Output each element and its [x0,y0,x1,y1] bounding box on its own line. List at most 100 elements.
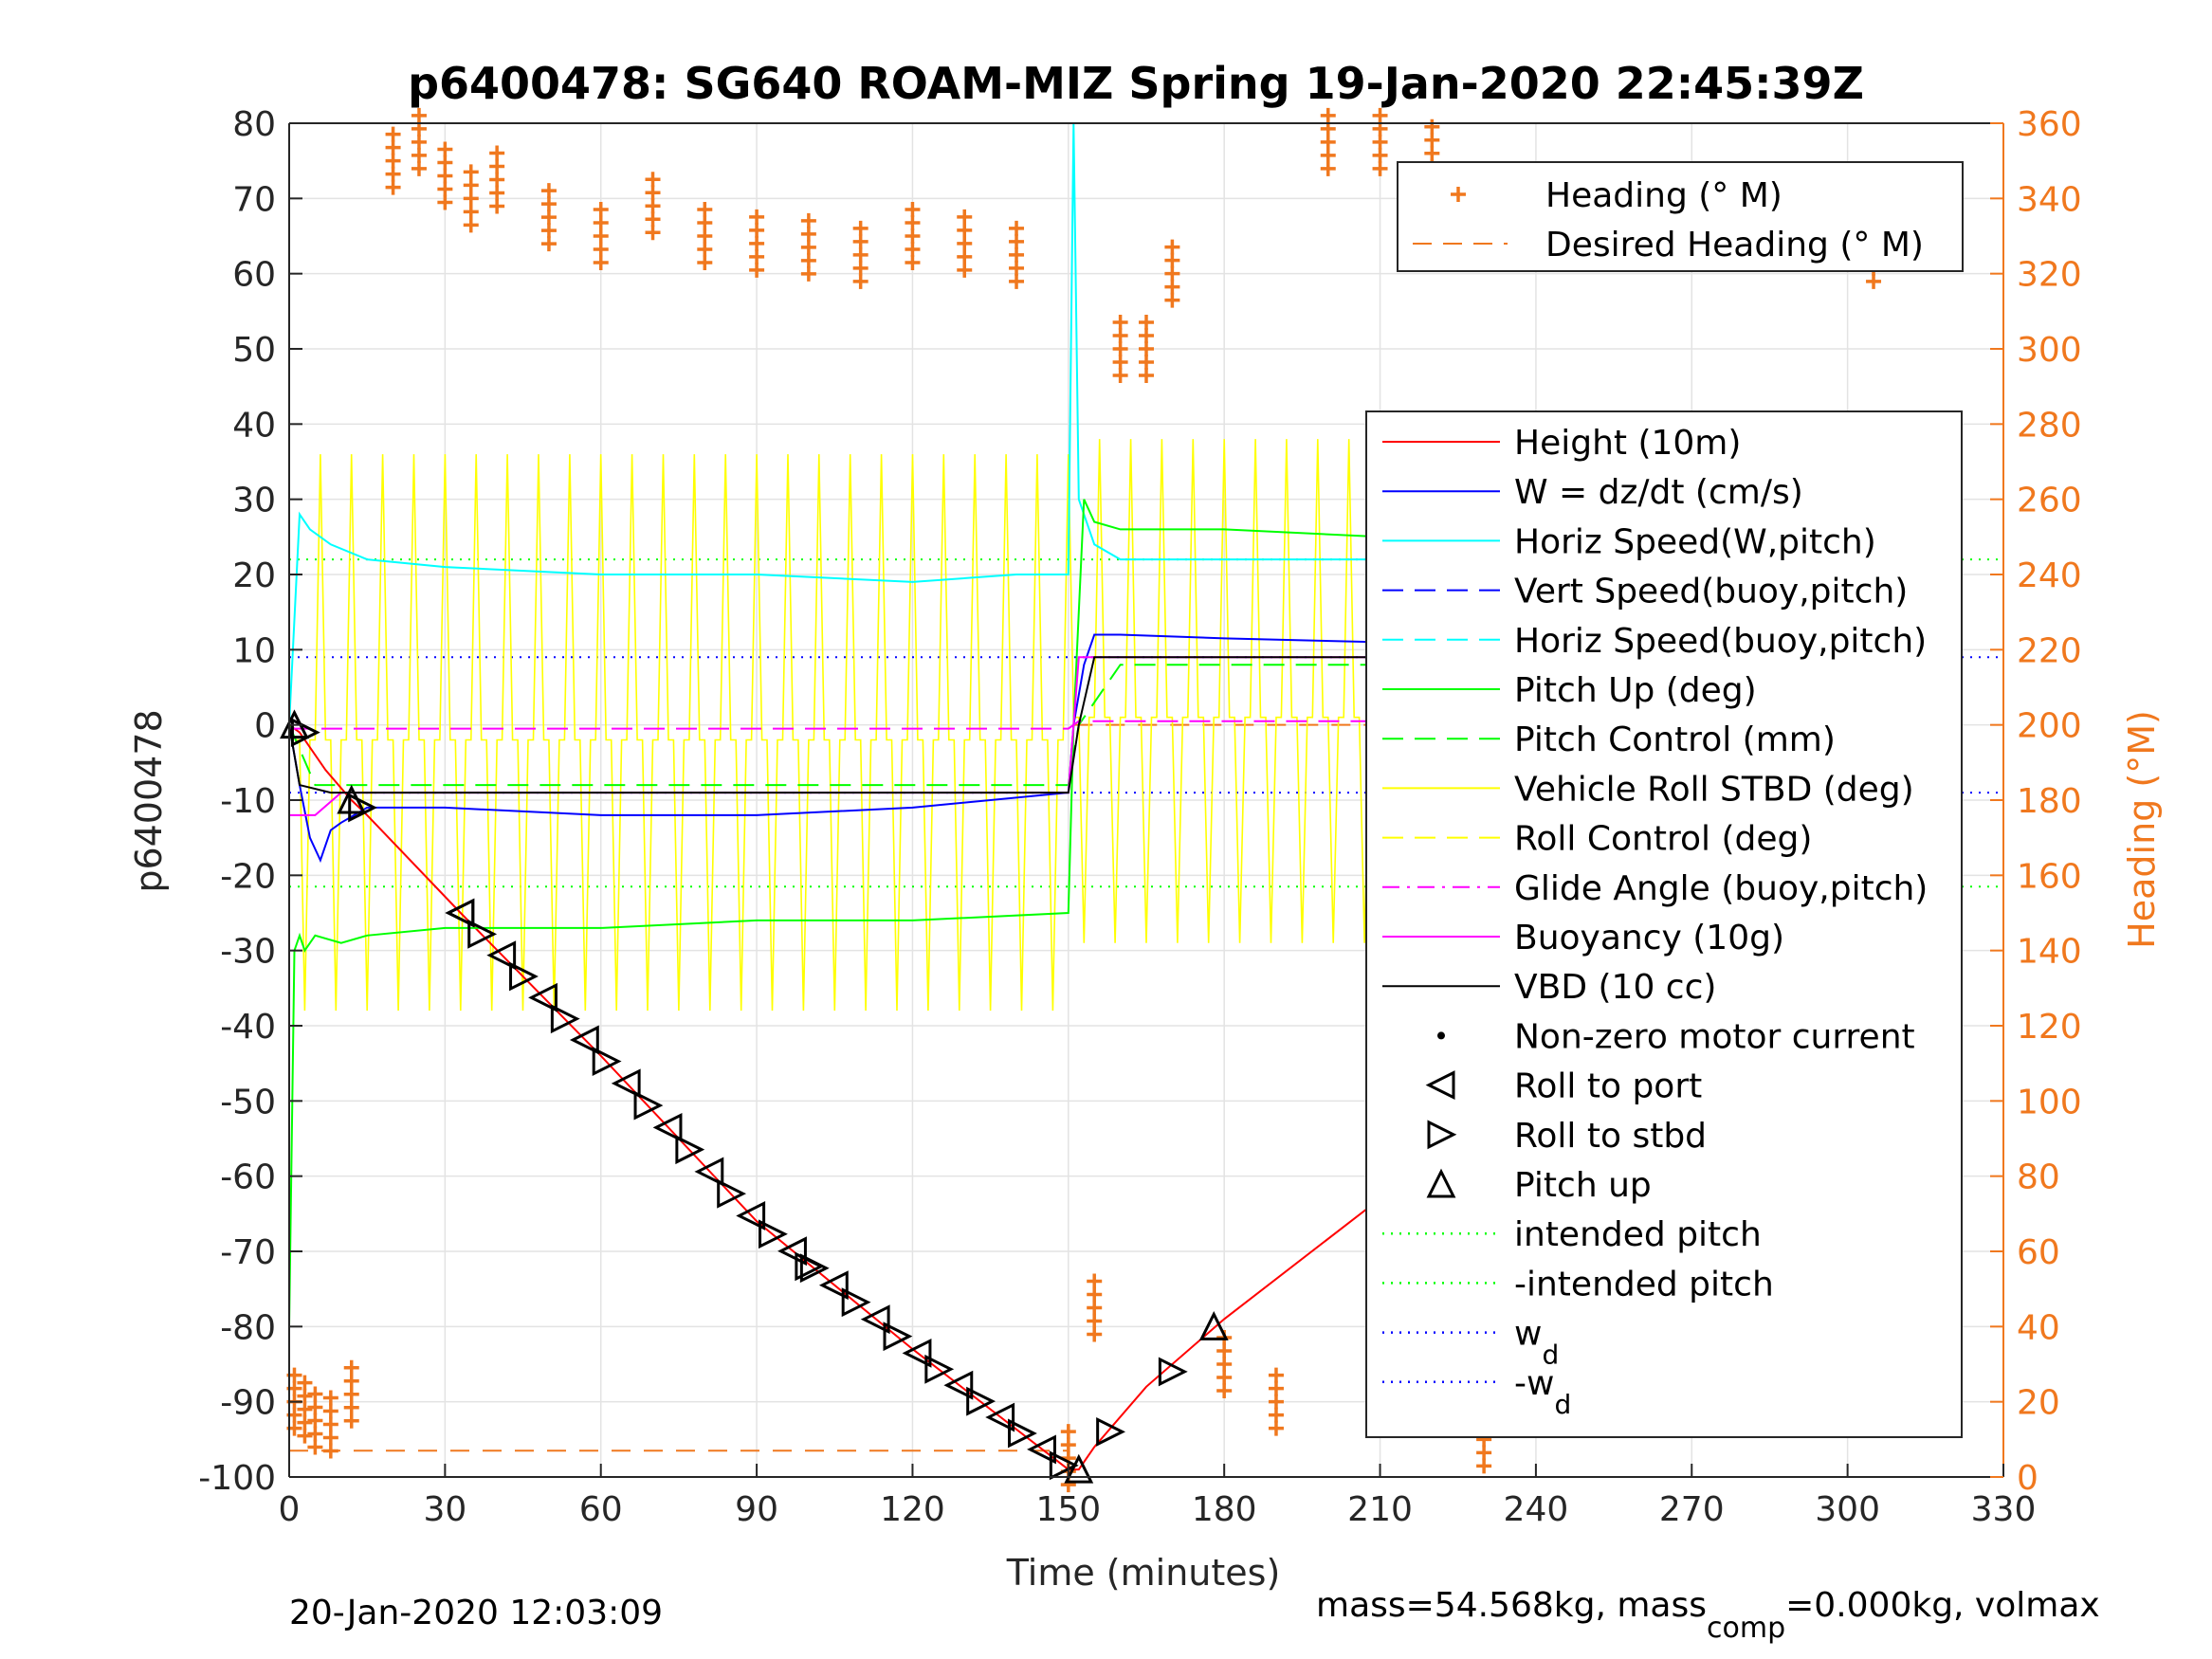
legend-heading-box [1397,161,1964,272]
legend-label: Glide Angle (buoy,pitch) [1514,869,1928,908]
heading-marker [322,1390,338,1406]
legend-label: Vehicle Roll STBD (deg) [1514,770,1914,809]
heading-marker [307,1386,323,1402]
pitch-up-marker [1064,1453,1094,1484]
heading-marker [1372,147,1388,163]
heading-marker [1216,1370,1233,1385]
heading-marker [697,202,713,217]
heading-marker [1424,132,1440,148]
heading-marker [1087,1300,1103,1316]
heading-marker [540,196,557,212]
roll-marker [1027,1434,1056,1465]
heading-marker [540,183,557,199]
heading-marker [645,211,661,228]
heading-marker [1009,273,1025,289]
heading-marker [800,212,816,228]
heading-marker [1268,1367,1284,1383]
roll-marker [759,1219,788,1249]
heading-marker [385,126,401,142]
legend-main-box [1365,410,1963,1438]
y-tick-label-right: 260 [2017,482,2082,520]
legend-label: W = dz/dt (cm/s) [1514,473,1803,512]
y-tick-label-left: 60 [232,256,276,295]
y-tick-label-right: 240 [2017,556,2082,595]
heading-marker [463,177,479,193]
heading-marker [1320,107,1336,123]
y-tick-label-left: 10 [232,631,276,670]
heading-marker [1139,315,1154,330]
heading-marker [322,1403,338,1419]
legend-label: VBD (10 cc) [1514,968,1716,1007]
roll-marker [818,1270,849,1301]
y-tick-label-right: 340 [2017,180,2082,219]
y-tick-label-left: -50 [220,1083,276,1121]
heading-marker [1424,145,1440,161]
heading-marker [437,155,453,171]
heading-marker [489,198,505,214]
roll-stbd-marker [1158,1357,1188,1387]
heading-marker [1009,246,1025,263]
heading-marker [1268,1394,1284,1410]
heading-marker [343,1413,359,1429]
heading-marker [1139,368,1154,383]
heading-marker [322,1416,338,1432]
heading-marker [645,225,661,241]
heading-marker [437,168,453,184]
heading-marker [1372,160,1388,176]
heading-marker [1320,134,1336,150]
heading-marker [1087,1326,1103,1342]
heading-marker [1112,315,1128,330]
heading-marker [411,147,427,163]
heading-marker [489,172,505,188]
roll-stbd-marker [795,1251,825,1282]
heading-marker [852,260,868,276]
y-tick-label-right: 320 [2017,256,2082,295]
heading-marker [1087,1313,1103,1329]
roll-marker [652,1112,683,1142]
y-tick-label-right: 80 [2017,1158,2060,1197]
heading-marker [489,158,505,174]
heading-marker [800,239,816,255]
heading-marker [343,1386,359,1402]
roll-marker [966,1386,996,1416]
x-tick-label: 60 [579,1490,623,1529]
heading-marker [343,1399,359,1415]
heading-marker [593,255,609,270]
heading-marker [297,1414,313,1431]
heading-marker [1216,1383,1233,1398]
heading-marker [1112,341,1128,356]
roll-marker [550,1004,580,1034]
heading-marker [1320,160,1336,176]
y-tick-label-left: -10 [220,782,276,821]
y-tick-label-right: 200 [2017,707,2082,746]
legend-label: intended pitch [1514,1215,1762,1254]
x-tick-label: 0 [279,1490,301,1529]
roll-marker [509,961,539,992]
legend-label: Pitch up [1514,1166,1652,1205]
y-tick-label-left: -60 [220,1158,276,1197]
heading-marker [437,181,453,197]
legend-symbol [1426,1168,1456,1198]
y-tick-label-left: 20 [232,556,276,595]
legend-label: Height (10m) [1514,424,1741,463]
x-tick-label: 90 [735,1490,778,1529]
y-tick-label-right: 100 [2017,1083,2082,1121]
heading-marker [307,1439,323,1455]
heading-marker [749,222,765,238]
roll-marker [841,1287,871,1318]
heading-marker [645,198,661,214]
heading-marker [1112,355,1128,370]
legend-label: Pitch Up (deg) [1514,671,1757,710]
legend-label: Horiz Speed(W,pitch) [1514,522,1876,561]
heading-marker [343,1373,359,1389]
roll-marker [1008,1418,1037,1449]
roll-marker [924,1354,955,1384]
heading-marker [1216,1343,1233,1358]
legend-label: Buoyancy (10g) [1514,919,1784,957]
heading-marker [1087,1286,1103,1303]
heading-marker [852,220,868,236]
heading-marker [1112,368,1128,383]
series-line [288,656,1874,794]
y-tick-label-right: 280 [2017,406,2082,445]
heading-marker [1268,1380,1284,1396]
